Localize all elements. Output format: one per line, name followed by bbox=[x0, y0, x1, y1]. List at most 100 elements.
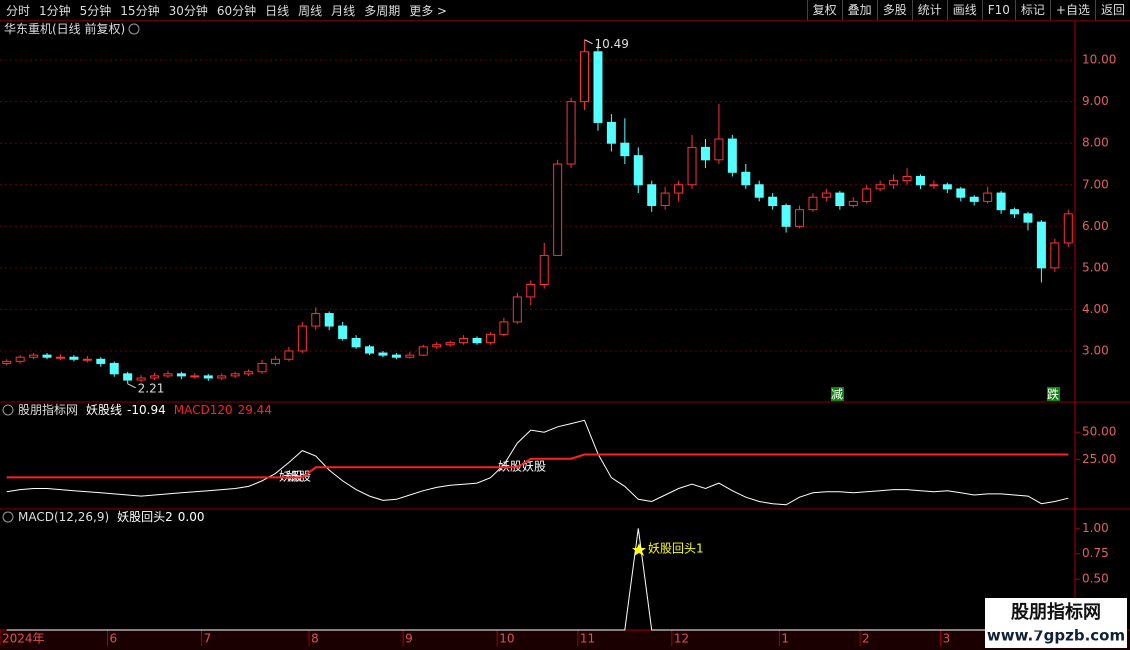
candle-body bbox=[418, 346, 428, 356]
period-tab[interactable]: 月线 bbox=[331, 3, 356, 18]
y-tick-label: 5.00 bbox=[1082, 260, 1109, 274]
candle-body bbox=[445, 342, 455, 346]
menu-icon[interactable] bbox=[2, 511, 14, 523]
candle-body bbox=[512, 296, 522, 323]
candle-body bbox=[459, 338, 469, 344]
tool-button[interactable]: 叠加 bbox=[841, 0, 877, 20]
candle-body bbox=[553, 163, 563, 256]
candle-body bbox=[741, 171, 751, 186]
candle-body bbox=[432, 344, 442, 348]
candle-body bbox=[566, 101, 576, 165]
candle-body bbox=[244, 371, 254, 375]
watermark-url: www.7gpzb.com bbox=[987, 627, 1125, 645]
menu-icon[interactable] bbox=[128, 23, 140, 35]
panel-title: 华东重机(日线 前复权) bbox=[4, 21, 125, 36]
signal-label: 减 bbox=[831, 388, 843, 402]
star-icon bbox=[632, 543, 646, 556]
candle-body bbox=[499, 321, 509, 335]
leader bbox=[127, 383, 136, 389]
candle-body bbox=[687, 146, 697, 186]
candle-body bbox=[230, 373, 240, 377]
y-tick-label: 0.75 bbox=[1082, 546, 1109, 560]
period-tab[interactable]: 分时 bbox=[6, 3, 31, 18]
y-tick-label: 0.50 bbox=[1082, 572, 1109, 586]
tool-button[interactable]: 复权 bbox=[806, 0, 842, 20]
candle-body bbox=[96, 358, 106, 364]
candle-body bbox=[942, 184, 952, 190]
candle-body bbox=[29, 354, 39, 358]
candle-body bbox=[727, 138, 737, 173]
candle-body bbox=[203, 375, 213, 379]
panel-title: MACD(12,26,9) bbox=[18, 510, 109, 524]
legend-value: 0.00 bbox=[178, 510, 205, 524]
candle-body bbox=[55, 356, 65, 359]
period-tabs: 分时 1分钟 5分钟 15分钟 30分钟 60分钟 日线 周线 月线 多周期 更多 > bbox=[0, 2, 447, 19]
x-tick-label: 12 bbox=[674, 632, 689, 646]
candle-body bbox=[351, 338, 361, 348]
tool-button[interactable]: 返回 bbox=[1094, 0, 1130, 20]
y-tick-label: 6.00 bbox=[1082, 219, 1109, 233]
y-tick-label: 3.00 bbox=[1082, 343, 1109, 357]
candle-body bbox=[472, 338, 482, 344]
period-tab[interactable]: 5分钟 bbox=[79, 3, 112, 18]
period-tab[interactable]: 60分钟 bbox=[216, 3, 257, 18]
tool-button[interactable]: F10 bbox=[981, 0, 1015, 20]
toolbar: 分时 1分钟 5分钟 15分钟 30分钟 60分钟 日线 周线 月线 多周期 更多 > 复权 叠加 多股统… bbox=[0, 0, 1130, 21]
candle-body bbox=[606, 121, 616, 144]
series-line bbox=[6, 453, 1069, 479]
panel-header: 华东重机(日线 前复权) bbox=[4, 21, 125, 36]
period-tab[interactable]: 1分钟 bbox=[39, 3, 71, 18]
x-tick-label: 2 bbox=[862, 632, 870, 646]
candle-body bbox=[633, 155, 643, 186]
candle-body bbox=[405, 354, 415, 358]
candle-body bbox=[781, 205, 791, 227]
candle-body bbox=[969, 196, 979, 202]
legend-name: 妖股回头2 bbox=[117, 510, 173, 524]
candle-body bbox=[1063, 213, 1073, 244]
leader bbox=[584, 39, 593, 45]
tool-button[interactable]: 多股 bbox=[876, 0, 912, 20]
candle-body bbox=[875, 184, 885, 190]
y-tick-label: 50.00 bbox=[1082, 425, 1116, 439]
legend-value: 29.44 bbox=[238, 403, 272, 417]
candle-body bbox=[929, 184, 939, 187]
candle-body bbox=[378, 352, 388, 356]
y-tick-label: 4.00 bbox=[1082, 302, 1109, 316]
candle-body bbox=[795, 209, 805, 227]
candle-body bbox=[902, 175, 912, 182]
tool-button[interactable]: 统计 bbox=[911, 0, 947, 20]
candle-body bbox=[647, 184, 657, 207]
signal-label: 妖股 bbox=[522, 460, 546, 474]
signal-label: 跌 bbox=[1047, 387, 1059, 402]
x-tick-label: 2024年 bbox=[2, 632, 45, 646]
y-tick-label: 8.00 bbox=[1082, 136, 1109, 150]
candle-body bbox=[660, 192, 670, 207]
period-tab[interactable]: 15分钟 bbox=[120, 3, 160, 18]
candle-body bbox=[109, 362, 119, 375]
y-tick-label: 7.00 bbox=[1082, 177, 1109, 191]
candle-body bbox=[82, 358, 92, 361]
candle-body bbox=[996, 192, 1006, 211]
candle-body bbox=[539, 254, 549, 285]
watermark-title: 股朋指标网 bbox=[1010, 601, 1101, 623]
x-tick-label: 9 bbox=[405, 632, 413, 646]
tool-button[interactable]: +自选 bbox=[1049, 0, 1095, 20]
signal-box bbox=[1047, 387, 1060, 401]
date-strip bbox=[0, 630, 1130, 650]
candle-body bbox=[526, 283, 536, 298]
tool-button[interactable]: 画线 bbox=[946, 0, 982, 20]
candle-body bbox=[324, 313, 334, 327]
candle-body bbox=[1010, 209, 1020, 215]
period-tab[interactable]: 更多 > bbox=[409, 3, 448, 18]
candle-body bbox=[848, 200, 858, 207]
period-tab[interactable]: 多周期 bbox=[364, 3, 401, 18]
menu-icon[interactable] bbox=[2, 404, 14, 416]
low-label: 2.21 bbox=[138, 381, 165, 395]
tool-button[interactable]: 标记 bbox=[1014, 0, 1050, 20]
period-tab[interactable]: 日线 bbox=[265, 3, 290, 18]
period-tab[interactable]: 周线 bbox=[298, 3, 323, 18]
period-tab[interactable]: 30分钟 bbox=[168, 3, 208, 18]
series-line bbox=[6, 528, 1069, 631]
candle-body bbox=[821, 192, 831, 198]
